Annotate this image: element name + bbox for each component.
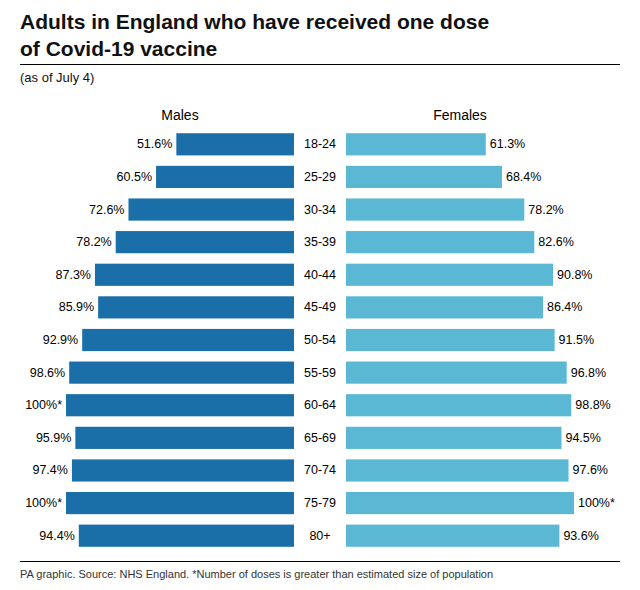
data-label: 98.6% <box>30 366 65 380</box>
bar <box>346 264 553 286</box>
data-label: 85.9% <box>59 300 94 314</box>
data-label: 86.4% <box>547 300 582 314</box>
chart: Males Females 18-24 51.6% 61.3% 25-29 60.5% 68.… <box>0 0 640 560</box>
bar <box>346 394 571 416</box>
category-label: 80+ <box>309 529 330 543</box>
data-label: 94.5% <box>565 431 600 445</box>
data-label: 68.4% <box>506 170 541 184</box>
data-label: 51.6% <box>137 137 172 151</box>
data-label: 97.4% <box>32 463 67 477</box>
data-label: 60.5% <box>117 170 152 184</box>
bar <box>79 525 294 547</box>
bar <box>346 362 567 384</box>
data-label: 78.2% <box>76 235 111 249</box>
bar <box>346 329 555 351</box>
bar <box>346 525 559 547</box>
data-label: 72.6% <box>89 203 124 217</box>
category-label: 55-59 <box>304 366 336 380</box>
data-label: 87.3% <box>56 268 91 282</box>
data-label: 92.9% <box>43 333 78 347</box>
category-label: 50-54 <box>304 333 336 347</box>
bar <box>346 133 486 155</box>
data-label: 82.6% <box>538 235 573 249</box>
bar <box>346 427 561 449</box>
bars <box>66 133 574 547</box>
data-label: 95.9% <box>36 431 71 445</box>
footnote: PA graphic. Source: NHS England. *Number… <box>20 568 493 580</box>
data-label: 100%* <box>578 496 615 510</box>
bar <box>346 492 574 514</box>
bar <box>128 198 294 220</box>
chart-root: Adults in England who have received one … <box>0 0 640 590</box>
bar <box>346 459 569 481</box>
bar <box>346 198 524 220</box>
title: Adults in England who have received one … <box>20 8 490 62</box>
data-label: 78.2% <box>528 203 563 217</box>
labels: Males Females 18-24 51.6% 61.3% 25-29 60.5% 68.… <box>25 107 615 543</box>
data-label: 100%* <box>25 398 62 412</box>
separator <box>20 561 620 562</box>
separator <box>20 64 620 65</box>
bar <box>95 264 294 286</box>
bar <box>82 329 294 351</box>
bar <box>346 231 534 253</box>
category-label: 60-64 <box>304 398 336 412</box>
data-label: 97.6% <box>573 463 608 477</box>
bar <box>346 296 543 318</box>
category-label: 45-49 <box>304 300 336 314</box>
category-label: 30-34 <box>304 203 336 217</box>
subtitle: (as of July 4) <box>20 70 94 85</box>
category-label: 70-74 <box>304 463 336 477</box>
bar <box>176 133 294 155</box>
category-label: 40-44 <box>304 268 336 282</box>
bar <box>66 492 294 514</box>
category-label: 75-79 <box>304 496 336 510</box>
bar <box>72 459 294 481</box>
category-label: 25-29 <box>304 170 336 184</box>
category-label: 18-24 <box>304 137 336 151</box>
category-label: 35-39 <box>304 235 336 249</box>
data-label: 100%* <box>25 496 62 510</box>
category-label: 65-69 <box>304 431 336 445</box>
bar <box>116 231 294 253</box>
data-label: 93.6% <box>563 529 598 543</box>
bar <box>69 362 294 384</box>
bar <box>346 166 502 188</box>
series-header: Females <box>433 107 487 123</box>
bar <box>66 394 294 416</box>
data-label: 94.4% <box>39 529 74 543</box>
bar <box>156 166 294 188</box>
data-label: 61.3% <box>490 137 525 151</box>
data-label: 96.8% <box>571 366 606 380</box>
bar <box>75 427 294 449</box>
data-label: 91.5% <box>559 333 594 347</box>
data-label: 98.8% <box>575 398 610 412</box>
series-header: Males <box>161 107 198 123</box>
bar <box>98 296 294 318</box>
data-label: 90.8% <box>557 268 592 282</box>
